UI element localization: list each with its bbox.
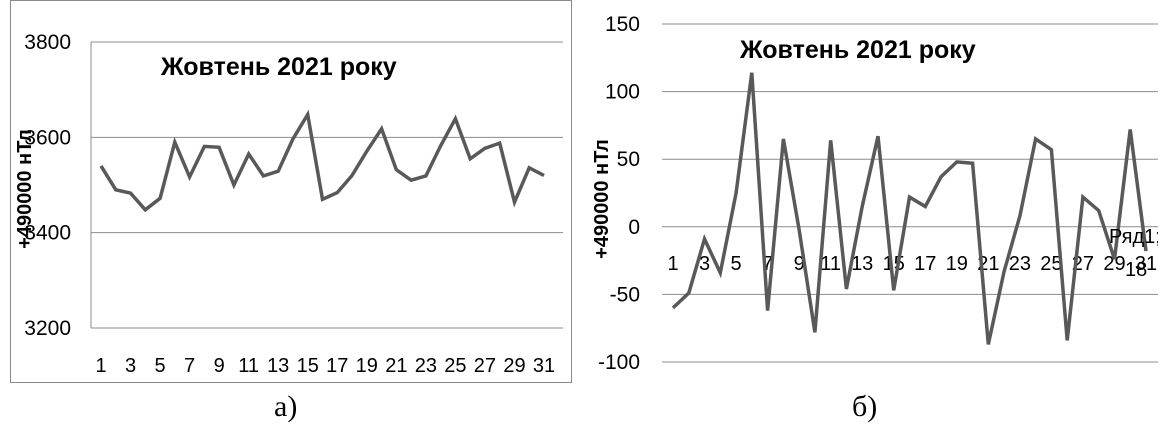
y-tick-label: 3200 [24, 317, 71, 340]
y-tick-label: 3800 [24, 31, 71, 54]
x-tick-label: 29 [1103, 253, 1125, 275]
chart-b-panel: -100 -50 0 50 100 150 1 3 5 7 9 11 13 15 17 19 21 23 25 27 2… [580, 0, 1161, 383]
y-tick-label: 3600 [24, 126, 71, 149]
x-tick-label: 3 [699, 253, 710, 275]
y-tick-label: 150 [605, 13, 640, 36]
x-tick-label: 23 [1009, 253, 1031, 275]
x-tick-label: 31 [533, 355, 555, 377]
caption-b: б) [852, 390, 878, 423]
y-axis-title: +490000 нТл [14, 129, 36, 249]
y-axis-title: +490000 нТл [591, 139, 613, 259]
x-tick-label: 29 [503, 355, 525, 377]
x-tick-label: 31 [1135, 253, 1157, 275]
x-tick-label: 7 [184, 355, 195, 377]
x-tick-label: 15 [883, 253, 905, 275]
caption-a: а) [274, 390, 298, 423]
y-tick-label: -100 [598, 351, 640, 374]
chart-a-panel: 3200 3400 3600 3800 1 3 5 7 9 11 13 15 17 19 21 23 25 27 2… [10, 0, 572, 383]
x-tick-label: 27 [474, 355, 496, 377]
x-tick-label: 11 [238, 355, 259, 377]
x-tick-label: 9 [794, 253, 805, 275]
y-tick-label: 50 [617, 148, 640, 171]
chart-title: Жовтень 2021 року [739, 36, 976, 64]
x-tick-label: 9 [214, 355, 225, 377]
x-tick-label: 17 [326, 355, 348, 377]
x-tick-label: 13 [267, 355, 289, 377]
series-line [99, 109, 545, 213]
chart-title: Жовтень 2021 року [160, 53, 397, 81]
x-tick-label: 19 [946, 253, 968, 275]
x-tick-label: 5 [155, 355, 166, 377]
y-tick-label: 0 [628, 216, 640, 239]
x-tick-label: 5 [731, 253, 742, 275]
data-label: Ряд1; - [1109, 226, 1158, 248]
x-tick-label: 13 [851, 253, 873, 275]
x-tick-label: 15 [297, 355, 319, 377]
x-tick-label: 21 [385, 355, 407, 377]
x-tick-label: 1 [95, 355, 106, 377]
x-tick-label: 25 [1040, 253, 1062, 275]
y-tick-label: 3400 [24, 222, 71, 245]
x-tick-label: 1 [667, 253, 678, 275]
y-tick-label: 100 [605, 81, 640, 104]
x-tick-label: 11 [820, 253, 841, 275]
x-tick-label: 23 [415, 355, 437, 377]
data-label: 18 [1125, 259, 1147, 281]
x-tick-label: 7 [762, 253, 773, 275]
x-tick-label: 3 [125, 355, 136, 377]
series-line [671, 72, 1148, 345]
x-tick-label: 17 [914, 253, 936, 275]
x-tick-label: 25 [444, 355, 466, 377]
y-tick-label: -50 [610, 283, 640, 306]
x-tick-label: 19 [356, 355, 378, 377]
